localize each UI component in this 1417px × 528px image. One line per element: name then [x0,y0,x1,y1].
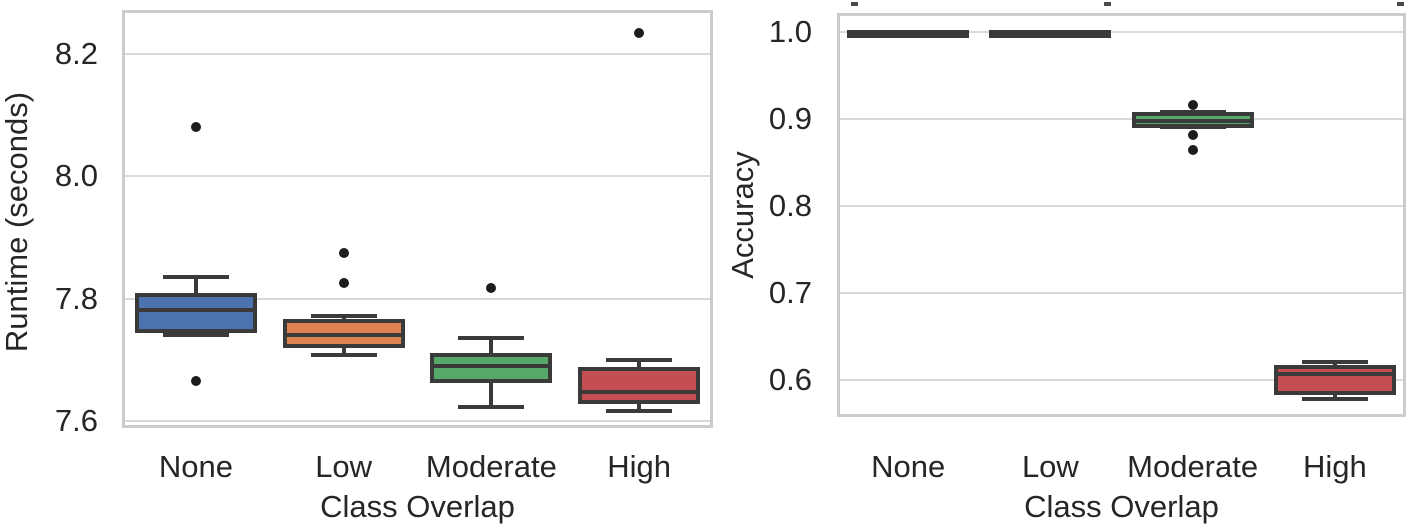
accuracy-gridline [837,31,1406,34]
accuracy-median-high [1277,372,1392,377]
accuracy-whisker-lower-high [1332,392,1337,399]
runtime-median-moderate [434,364,549,369]
runtime-outlier-none [190,122,201,133]
runtime-whisker-cap-upper-moderate [458,335,525,340]
runtime-whisker-upper-low [341,315,346,321]
accuracy-median-low [993,30,1108,35]
runtime-median-low [286,332,401,337]
runtime-x-tick-label-none: None [158,449,233,484]
accuracy-plot-border [837,13,1406,417]
runtime-box-none [134,293,257,333]
runtime-whisker-cap-upper-high [606,357,673,362]
runtime-whisker-lower-high [637,401,642,412]
runtime-y-tick-label: 7.6 [54,403,98,439]
runtime-whisker-cap-lower-none [162,333,229,338]
accuracy-x-tick-label-none: None [871,449,946,484]
accuracy-y-axis-title: Accuracy [725,151,760,279]
runtime-whisker-cap-upper-none [162,275,229,280]
runtime-plot-border [122,10,713,428]
runtime-median-high [582,389,697,394]
runtime-outlier-moderate [486,282,497,293]
runtime-box-moderate [430,353,553,384]
runtime-whisker-cap-lower-high [606,409,673,414]
runtime-whisker-upper-high [637,359,642,369]
accuracy-outlier-moderate [1187,144,1198,155]
runtime-median-none [138,308,253,313]
accuracy-whisker-cap-lower-high [1301,396,1368,401]
runtime-y-tick-label: 8.2 [54,35,98,71]
runtime-x-tick-label-high: High [607,449,672,484]
cropped-text-artifact [1397,2,1404,6]
accuracy-median-moderate [1135,118,1250,123]
runtime-whisker-lower-low [341,345,346,356]
accuracy-whisker-cap-upper-moderate [1159,110,1226,115]
accuracy-whisker-cap-upper-high [1301,360,1368,365]
runtime-y-tick-label: 7.8 [54,280,98,316]
runtime-whisker-cap-lower-moderate [458,404,525,409]
accuracy-y-tick-label: 0.7 [768,275,812,311]
runtime-outlier-none [190,376,201,387]
runtime-whisker-lower-none [193,330,198,336]
cropped-text-artifact [851,2,858,6]
runtime-gridline [122,420,713,423]
accuracy-gridline [837,379,1406,382]
accuracy-box-high [1273,365,1396,395]
accuracy-outlier-moderate [1187,129,1198,140]
runtime-whisker-cap-lower-low [310,353,377,358]
runtime-whisker-upper-moderate [489,337,494,356]
accuracy-outlier-moderate [1187,100,1198,111]
runtime-y-tick-label: 8.0 [54,158,98,194]
accuracy-x-tick-label-high: High [1302,449,1367,484]
runtime-x-axis-title: Class Overlap [320,489,515,524]
runtime-gridline [122,52,713,55]
accuracy-y-tick-label: 0.9 [768,101,812,137]
accuracy-x-axis-title: Class Overlap [1024,489,1219,524]
accuracy-y-tick-label: 0.6 [768,362,812,398]
runtime-gridline [122,175,713,178]
accuracy-median-none [851,30,966,35]
accuracy-gridline [837,118,1406,121]
runtime-box-high [578,366,701,404]
runtime-outlier-low [338,247,349,258]
runtime-y-axis-title: Runtime (seconds) [0,91,34,353]
accuracy-y-tick-label: 1.0 [768,14,812,50]
accuracy-x-tick-label-low: Low [1021,449,1079,484]
accuracy-x-tick-label-moderate: Moderate [1127,449,1259,484]
runtime-outlier-low [338,277,349,288]
accuracy-gridline [837,205,1406,208]
runtime-outlier-high [634,27,645,38]
accuracy-gridline [837,292,1406,295]
runtime-x-tick-label-moderate: Moderate [425,449,557,484]
accuracy-y-tick-label: 0.8 [768,188,812,224]
runtime-whisker-lower-moderate [489,381,494,407]
runtime-whisker-cap-upper-low [310,313,377,318]
runtime-x-tick-label-low: Low [315,449,373,484]
cropped-text-artifact [1104,2,1111,6]
runtime-whisker-upper-none [193,277,198,295]
accuracy-whisker-upper-high [1332,362,1337,368]
runtime-gridline [122,297,713,300]
